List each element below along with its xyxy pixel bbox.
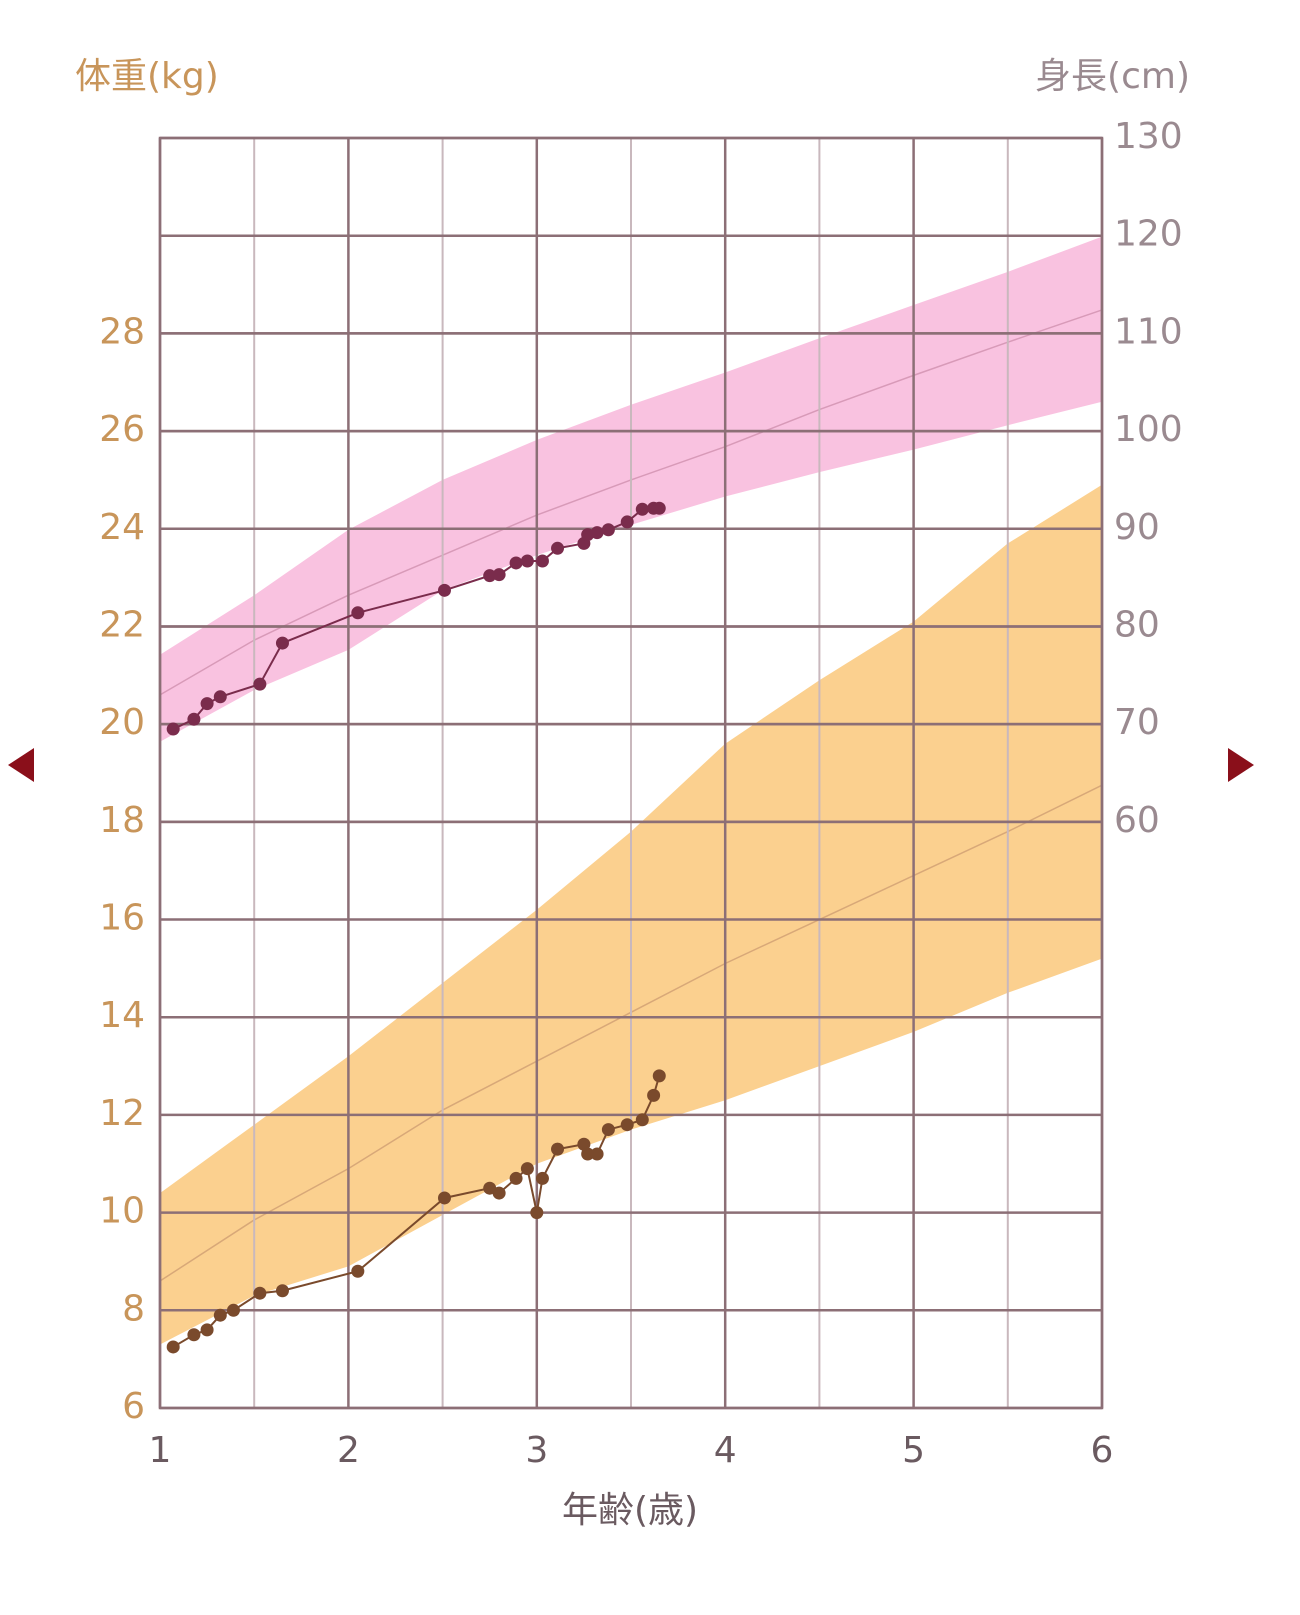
y-tick-label: 18: [99, 800, 145, 841]
data-point: [213, 1308, 227, 1322]
y-tick-label: 28: [99, 311, 145, 352]
y2-axis-label: 身長(cm): [1035, 56, 1190, 97]
y-tick-label: 24: [99, 507, 145, 548]
data-point: [509, 1171, 523, 1185]
y2-tick-label: 130: [1114, 116, 1183, 157]
data-point: [635, 1113, 649, 1127]
y-tick-label: 12: [99, 1093, 145, 1134]
data-point: [620, 515, 634, 529]
data-point: [647, 1088, 661, 1102]
x-tick-label: 2: [337, 1430, 360, 1471]
data-point: [200, 1323, 214, 1337]
y-tick-label: 16: [99, 898, 145, 939]
y-tick-label: 6: [122, 1386, 145, 1427]
data-point: [187, 1328, 201, 1342]
prev-arrow[interactable]: [8, 748, 34, 782]
data-point: [581, 1147, 595, 1161]
data-point: [213, 690, 227, 704]
data-point: [635, 502, 649, 516]
plot-frame: [158, 136, 1104, 1410]
next-arrow[interactable]: [1228, 748, 1254, 782]
y-tick-label: 22: [99, 604, 145, 645]
x-tick-label: 6: [1091, 1430, 1114, 1471]
y2-tick-label: 110: [1114, 311, 1183, 352]
data-point: [437, 583, 451, 597]
y2-tick-label: 120: [1114, 214, 1183, 255]
data-point: [551, 541, 565, 555]
data-point: [200, 697, 214, 711]
data-point: [535, 1171, 549, 1185]
data-point: [520, 554, 534, 568]
data-point: [226, 1303, 240, 1317]
y-tick-label: 26: [99, 409, 145, 450]
y2-tick-label: 80: [1114, 604, 1160, 645]
y2-tick-label: 90: [1114, 507, 1160, 548]
data-point: [601, 523, 615, 537]
y2-tick-label: 60: [1114, 800, 1160, 841]
data-point: [351, 606, 365, 620]
data-point: [577, 1137, 591, 1151]
x-tick-label: 4: [714, 1430, 737, 1471]
data-point: [275, 636, 289, 650]
y-tick-label: 8: [122, 1288, 145, 1329]
data-point: [187, 712, 201, 726]
data-point: [275, 1284, 289, 1298]
y-tick-label: 14: [99, 995, 145, 1036]
data-point: [351, 1264, 365, 1278]
y2-tick-label: 70: [1114, 702, 1160, 743]
data-point: [509, 556, 523, 570]
x-tick-label: 5: [902, 1430, 925, 1471]
data-point: [492, 568, 506, 582]
x-tick-label: 3: [525, 1430, 548, 1471]
data-point: [590, 526, 604, 540]
data-point: [551, 1142, 565, 1156]
data-point: [166, 1340, 180, 1354]
data-point: [652, 501, 666, 515]
data-point: [520, 1162, 534, 1176]
data-point: [437, 1191, 451, 1205]
data-point: [492, 1186, 506, 1200]
data-point: [530, 1206, 544, 1220]
y2-tick-label: 100: [1114, 409, 1183, 450]
data-point: [253, 677, 267, 691]
y-tick-label: 10: [99, 1191, 145, 1232]
data-point: [483, 569, 497, 583]
y-tick-label: 20: [99, 702, 145, 743]
data-point: [652, 1069, 666, 1083]
data-point: [535, 554, 549, 568]
x-axis-label: 年齢(歳): [562, 1490, 698, 1531]
data-point: [166, 722, 180, 736]
data-point: [601, 1123, 615, 1137]
data-point: [620, 1118, 634, 1132]
x-tick-label: 1: [149, 1430, 172, 1471]
data-point: [590, 1147, 604, 1161]
y-axis-label: 体重(kg): [75, 56, 219, 97]
data-point: [253, 1286, 267, 1300]
